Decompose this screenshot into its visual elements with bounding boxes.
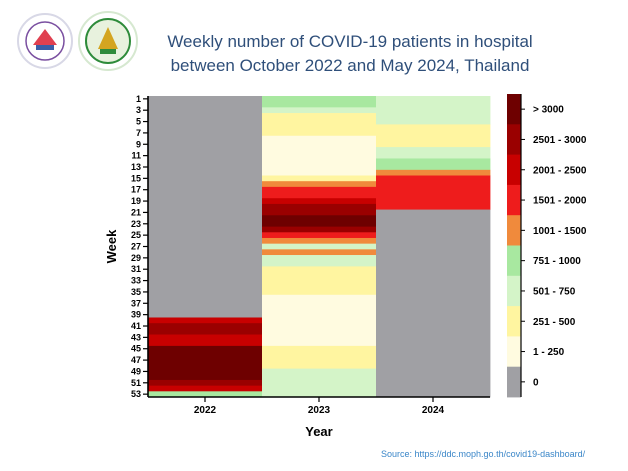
y-tick-label: 25 bbox=[131, 230, 141, 240]
legend-label: 2001 - 2500 bbox=[533, 165, 587, 176]
heatmap-cell-2023-w16 bbox=[262, 181, 377, 188]
legend-swatch-8 bbox=[507, 336, 521, 368]
y-tick-label: 39 bbox=[131, 310, 141, 320]
heatmap-cell-2022-w51 bbox=[148, 379, 263, 387]
y-tick-label: 23 bbox=[131, 219, 141, 229]
y-tick-label: 31 bbox=[131, 264, 141, 274]
y-tick-label: 37 bbox=[131, 298, 141, 308]
legend-swatch-5 bbox=[507, 245, 521, 277]
legend-label: 2501 - 3000 bbox=[533, 135, 587, 146]
heatmap-cell-2023-w26 bbox=[262, 237, 377, 245]
y-tick-label: 13 bbox=[131, 162, 141, 172]
legend-swatch-9 bbox=[507, 366, 521, 398]
heatmap-cell-2024-w21 bbox=[376, 209, 491, 398]
heatmap-cell-2023-w17 bbox=[262, 186, 377, 199]
y-tick-label: 1 bbox=[136, 94, 141, 104]
y-tick-label: 43 bbox=[131, 332, 141, 342]
y-tick-label: 27 bbox=[131, 242, 141, 252]
heatmap-cell-2022-w41 bbox=[148, 323, 263, 335]
legend-label: 1501 - 2000 bbox=[533, 196, 587, 207]
heatmap-cell-2023-w49 bbox=[262, 368, 377, 398]
legend-swatch-0 bbox=[507, 94, 521, 125]
source-note: Source: https://ddc.moph.go.th/covid19-d… bbox=[381, 449, 586, 459]
y-tick-label: 17 bbox=[131, 185, 141, 195]
y-tick-label: 29 bbox=[131, 253, 141, 263]
heatmap-cell-2023-w28 bbox=[262, 249, 377, 256]
x-tick-label: 2022 bbox=[194, 405, 217, 416]
department-logo-emblem bbox=[25, 21, 65, 61]
heatmap-cell-2022-w52 bbox=[148, 385, 263, 392]
legend-label: 1001 - 1500 bbox=[533, 226, 587, 237]
y-axis-title: Week bbox=[104, 229, 119, 263]
heatmap-cell-2024-w10 bbox=[376, 147, 491, 159]
legend-swatch-2 bbox=[507, 154, 521, 186]
y-tick-label: 21 bbox=[131, 207, 141, 217]
y-tick-label: 11 bbox=[131, 151, 141, 161]
heatmap-cell-2023-w36 bbox=[262, 294, 377, 347]
y-tick-label: 49 bbox=[131, 366, 141, 376]
heatmap-cell-2023-w45 bbox=[262, 345, 377, 370]
heatmap-cell-2022-w45 bbox=[148, 345, 263, 381]
y-tick-label: 33 bbox=[131, 276, 141, 286]
heatmap-cell-2023-w15 bbox=[262, 175, 377, 182]
legend-swatch-4 bbox=[507, 215, 521, 246]
y-tick-label: 19 bbox=[131, 196, 141, 206]
heatmap-cell-2024-w12 bbox=[376, 158, 491, 171]
legend-label: 251 - 500 bbox=[533, 317, 576, 328]
y-tick-label: 7 bbox=[136, 128, 141, 138]
heatmap-cell-2023-w19 bbox=[262, 198, 377, 205]
legend-swatch-7 bbox=[507, 306, 521, 337]
heatmap-cell-2022-w1 bbox=[148, 96, 263, 318]
y-tick-label: 41 bbox=[131, 321, 141, 331]
heatmap-cell-2023-w20 bbox=[262, 203, 377, 216]
legend-label: 1 - 250 bbox=[533, 347, 565, 358]
heatmap-cell-2023-w3 bbox=[262, 107, 377, 114]
legend-label: 501 - 750 bbox=[533, 286, 576, 297]
heatmap-cell-2024-w15 bbox=[376, 175, 491, 210]
university-logo bbox=[78, 11, 138, 71]
heatmap-cell-2023-w31 bbox=[262, 266, 377, 296]
y-tick-label: 3 bbox=[136, 105, 141, 115]
chart-title-line-1: Weekly number of COVID-19 patients in ho… bbox=[167, 32, 533, 51]
y-tick-label: 15 bbox=[131, 173, 141, 183]
heatmap-cell-2023-w27 bbox=[262, 243, 377, 250]
x-tick-label: 2023 bbox=[308, 405, 331, 416]
legend-swatch-6 bbox=[507, 275, 521, 307]
y-tick-label: 35 bbox=[131, 287, 141, 297]
heatmap-cell-2022-w53 bbox=[148, 391, 263, 398]
university-logo-emblem bbox=[85, 18, 131, 64]
heatmap-cell-2023-w25 bbox=[262, 232, 377, 239]
heatmap-cell-2023-w22 bbox=[262, 215, 377, 228]
heatmap-cell-2023-w24 bbox=[262, 226, 377, 233]
legend-swatch-1 bbox=[507, 124, 521, 155]
heatmap-cell-2022-w43 bbox=[148, 334, 263, 347]
y-tick-label: 9 bbox=[136, 139, 141, 149]
y-tick-label: 51 bbox=[131, 378, 141, 388]
chart-title-line-2: between October 2022 and May 2024, Thail… bbox=[170, 56, 530, 75]
x-tick-label: 2024 bbox=[422, 405, 445, 416]
y-tick-label: 53 bbox=[131, 389, 141, 399]
heatmap-cell-2023-w4 bbox=[262, 113, 377, 137]
x-axis-title: Year bbox=[305, 424, 332, 439]
heatmap-cell-2023-w29 bbox=[262, 255, 377, 267]
y-tick-label: 45 bbox=[131, 344, 141, 354]
heatmap-cell-2024-w14 bbox=[376, 169, 491, 176]
y-tick-label: 47 bbox=[131, 355, 141, 365]
heatmap-cell-2024-w6 bbox=[376, 124, 491, 148]
legend-label: 751 - 1000 bbox=[533, 256, 581, 267]
heatmap-cell-2024-w1 bbox=[376, 96, 491, 125]
department-logo bbox=[17, 13, 73, 69]
heatmap-cell-2023-w1 bbox=[262, 96, 377, 108]
chart-title: Weekly number of COVID-19 patients in ho… bbox=[120, 30, 580, 78]
legend-label: 0 bbox=[533, 377, 539, 388]
heatmap-cell-2023-w8 bbox=[262, 135, 377, 176]
legend-swatch-3 bbox=[507, 184, 521, 216]
y-tick-label: 5 bbox=[136, 117, 141, 127]
legend-label: > 3000 bbox=[533, 105, 564, 116]
heatmap-cell-2022-w40 bbox=[148, 317, 263, 324]
